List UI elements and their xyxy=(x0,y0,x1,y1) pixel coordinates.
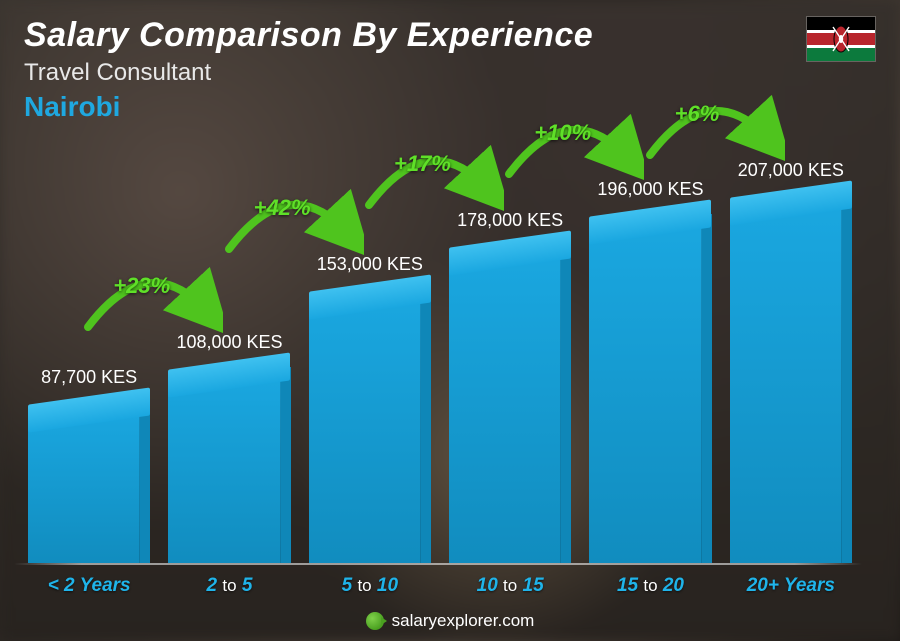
bar xyxy=(28,410,150,563)
x-axis-category: 10 to 15 xyxy=(449,575,571,597)
bar-value-label: 196,000 KES xyxy=(565,179,736,200)
bar-side-face xyxy=(421,289,431,563)
increase-pct-label: +23% xyxy=(113,273,170,299)
logo-icon xyxy=(366,612,384,630)
bar-column: 153,000 KES+42% xyxy=(309,150,431,563)
bar-front-face xyxy=(589,222,701,563)
bar-column: 207,000 KES+6% xyxy=(730,150,852,563)
x-axis-category: 20+ Years xyxy=(730,575,852,597)
attribution-text: salaryexplorer.com xyxy=(392,611,535,631)
increase-pct-label: +6% xyxy=(675,101,720,127)
bar-side-face xyxy=(281,367,291,563)
header: Salary Comparison By Experience Travel C… xyxy=(24,16,876,123)
flag-shield-icon xyxy=(832,25,850,53)
bar-front-face xyxy=(309,297,421,563)
bar-front-face xyxy=(28,410,140,563)
bar-value-label: 207,000 KES xyxy=(705,160,876,181)
bar-value-label: 108,000 KES xyxy=(144,332,315,353)
page-subtitle: Travel Consultant xyxy=(24,59,593,87)
x-axis-category: < 2 Years xyxy=(28,575,150,597)
attribution: salaryexplorer.com xyxy=(0,611,900,631)
bar-chart: 87,700 KES108,000 KES+23%153,000 KES+42%… xyxy=(28,150,852,563)
increase-pct-label: +10% xyxy=(534,120,591,146)
bar-front-face xyxy=(449,253,561,563)
title-block: Salary Comparison By Experience Travel C… xyxy=(24,16,593,123)
page-title: Salary Comparison By Experience xyxy=(24,16,593,55)
x-axis-category: 15 to 20 xyxy=(589,575,711,597)
bar xyxy=(730,203,852,563)
bar xyxy=(309,297,431,563)
bar xyxy=(449,253,571,563)
bar-column: 178,000 KES+17% xyxy=(449,150,571,563)
bar-side-face xyxy=(702,214,712,563)
bar-side-face xyxy=(561,245,571,563)
chart-baseline xyxy=(14,563,862,565)
location-label: Nairobi xyxy=(24,91,593,123)
bar-front-face xyxy=(730,203,842,563)
bar-value-label: 178,000 KES xyxy=(425,210,596,231)
bar-front-face xyxy=(168,375,280,563)
increase-pct-label: +17% xyxy=(394,151,451,177)
bar xyxy=(589,222,711,563)
bar-value-label: 87,700 KES xyxy=(4,367,175,388)
bar-side-face xyxy=(842,195,852,563)
bar-column: 196,000 KES+10% xyxy=(589,150,711,563)
increase-pct-label: +42% xyxy=(254,195,311,221)
x-axis-category: 2 to 5 xyxy=(168,575,290,597)
bar xyxy=(168,375,290,563)
kenya-flag-icon xyxy=(806,16,876,62)
bar-value-label: 153,000 KES xyxy=(284,254,455,275)
bar-side-face xyxy=(140,402,150,563)
x-axis-category: 5 to 10 xyxy=(309,575,431,597)
x-axis-labels: < 2 Years 2 to 5 5 to 10 10 to 15 15 to 20 20… xyxy=(28,575,852,597)
bar-column: 87,700 KES xyxy=(28,150,150,563)
